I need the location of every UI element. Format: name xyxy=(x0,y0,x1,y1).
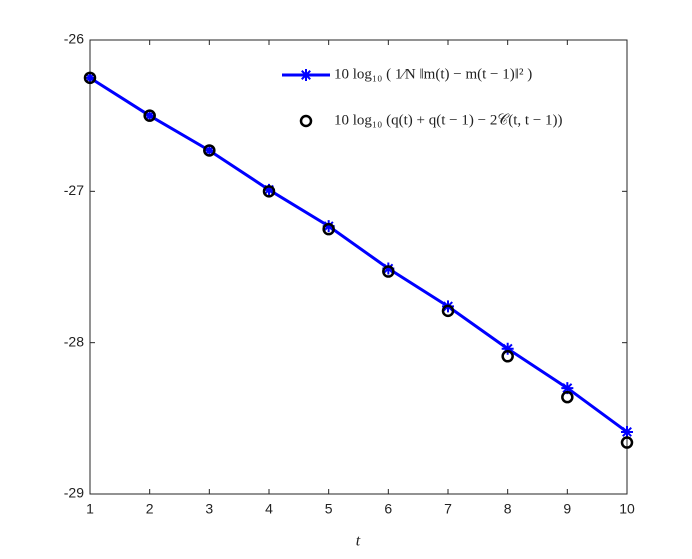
circle-marker xyxy=(620,436,634,449)
x-axis-label: t xyxy=(356,533,361,550)
circle-marker xyxy=(83,71,97,85)
series-line xyxy=(89,76,628,434)
asterisk-marker xyxy=(501,342,514,355)
x-tick-label: 2 xyxy=(146,501,154,517)
x-tick-label: 10 xyxy=(619,501,635,517)
circle-marker xyxy=(501,350,514,363)
circle-marker xyxy=(441,304,455,318)
x-tick-label: 9 xyxy=(563,501,571,517)
x-tick-label: 5 xyxy=(325,501,333,517)
x-tick-label: 1 xyxy=(86,501,94,517)
legend-label: 10 log₁₀ (q(t) + q(t − 1) − 2𝒞(t, t − 1)… xyxy=(334,112,563,128)
legend-marker xyxy=(300,69,312,81)
x-tick-label: 6 xyxy=(384,501,392,517)
circle-marker xyxy=(262,185,276,198)
y-tick-label: -27 xyxy=(64,182,84,198)
circle-marker xyxy=(561,390,574,404)
x-tick-label: 8 xyxy=(504,501,512,517)
x-tick-label: 7 xyxy=(444,501,452,517)
asterisk-marker xyxy=(143,109,156,122)
legend-label: 10 log₁₀ ( 1⁄N ‖m(t) − m(t − 1)‖² ) xyxy=(334,66,532,82)
y-tick-label: -28 xyxy=(64,333,84,349)
asterisk-marker xyxy=(561,382,574,395)
asterisk-marker xyxy=(621,425,633,438)
y-tick-label: -26 xyxy=(64,31,84,47)
y-tick-label: -29 xyxy=(64,485,84,501)
circle-marker xyxy=(322,222,335,236)
circle-marker xyxy=(382,265,395,278)
circle-marker xyxy=(203,144,216,157)
asterisk-marker xyxy=(382,262,395,275)
x-tick-label: 3 xyxy=(205,501,213,517)
asterisk-marker xyxy=(322,220,335,233)
circle-marker xyxy=(143,109,156,122)
legend: 10 log₁₀ ( 1⁄N ‖m(t) − m(t − 1)‖² ) 10 lo… xyxy=(282,66,563,128)
asterisk-marker xyxy=(263,183,275,196)
asterisk-marker xyxy=(203,144,216,157)
legend-marker xyxy=(299,114,313,128)
plot-frame xyxy=(89,39,628,495)
x-tick-label: 4 xyxy=(265,501,273,517)
asterisk-marker xyxy=(84,71,96,84)
